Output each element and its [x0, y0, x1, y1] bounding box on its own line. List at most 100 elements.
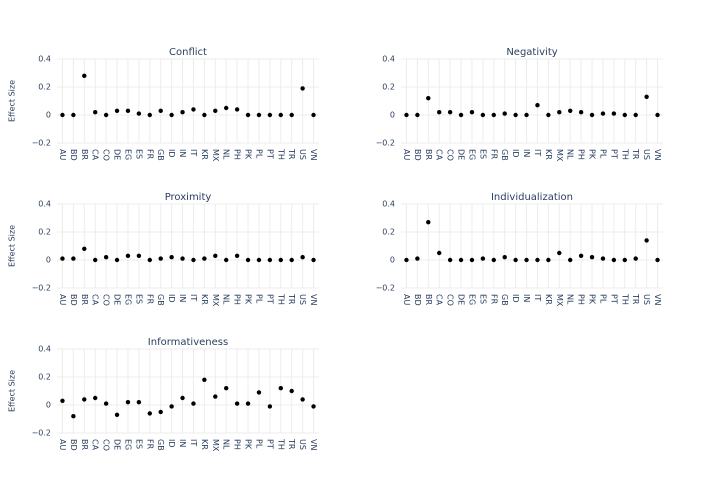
x-tick-label: KR [544, 149, 553, 160]
point [147, 112, 152, 118]
x-tick-label: IT [533, 149, 542, 156]
point [234, 401, 240, 406]
point [578, 110, 584, 115]
y-tick-label: 0.2 [38, 83, 51, 92]
x-tick-label: TR [631, 293, 640, 305]
x-tick-label: ES [478, 149, 487, 159]
x-tick-label: BR [424, 294, 433, 305]
point [447, 110, 453, 115]
point [234, 253, 240, 258]
point [147, 411, 152, 416]
x-tick-label: BR [424, 149, 433, 160]
x-tick-label: VN [309, 439, 318, 450]
point [289, 257, 294, 263]
x-tick-label: BD [69, 149, 78, 161]
point [202, 256, 207, 261]
point [557, 250, 562, 256]
point [469, 110, 475, 115]
point [191, 257, 196, 263]
x-tick-label: ID [511, 149, 520, 158]
x-tick-label: AU [402, 149, 411, 160]
point [535, 103, 540, 108]
y-tick-label: 0 [46, 256, 51, 265]
x-tick-label: CA [435, 294, 444, 306]
subplot-title: Informativeness [148, 337, 228, 348]
x-tick-label: PH [233, 149, 242, 160]
point [578, 253, 584, 258]
subplot-title: Individualization [491, 192, 573, 203]
x-tick-label: CA [91, 294, 100, 306]
point [60, 112, 65, 118]
point [169, 112, 174, 118]
point [93, 257, 98, 263]
y-tick-label: 0 [46, 111, 51, 120]
x-tick-label: PL [254, 294, 263, 304]
point [245, 112, 251, 118]
point [158, 409, 163, 415]
x-tick-label: PH [577, 149, 586, 160]
y-tick-label: 0 [390, 256, 395, 265]
point [245, 401, 251, 406]
x-tick-label: ES [134, 439, 143, 449]
x-tick-label: TH [620, 293, 629, 305]
subplot-title: Proximity [165, 192, 212, 203]
point [93, 110, 98, 115]
point [289, 388, 294, 394]
point [245, 257, 251, 263]
point [60, 256, 65, 261]
point [513, 257, 518, 263]
x-tick-label: KR [544, 294, 553, 305]
x-tick-label: VN [653, 149, 662, 160]
point [202, 377, 207, 382]
point [311, 257, 316, 263]
point [491, 257, 496, 263]
x-tick-label: PH [233, 439, 242, 450]
point [180, 110, 185, 115]
point [447, 257, 453, 263]
x-tick-label: KR [200, 294, 209, 305]
x-tick-label: GB [500, 149, 509, 161]
point [82, 246, 87, 251]
point [213, 108, 218, 114]
x-tick-label: PT [265, 294, 274, 304]
point [158, 256, 163, 261]
y-tick-label: 0 [390, 111, 395, 120]
point [114, 257, 120, 263]
point [469, 257, 475, 263]
point [491, 112, 496, 118]
x-tick-label: TR [287, 438, 296, 450]
y-tick-label: 0 [46, 401, 51, 410]
point [557, 110, 562, 115]
point [103, 401, 109, 406]
x-tick-label: IT [189, 439, 198, 446]
y-tick-label: −0.2 [376, 139, 395, 148]
x-tick-label: CO [446, 149, 455, 161]
x-tick-label: NL [222, 149, 231, 160]
x-tick-label: PK [588, 294, 597, 305]
point [267, 404, 273, 409]
x-tick-label: PL [254, 439, 263, 449]
point [256, 112, 262, 118]
x-tick-label: US [642, 294, 651, 305]
x-tick-label: EG [123, 439, 132, 450]
point [267, 112, 273, 118]
point [267, 257, 273, 263]
x-tick-label: PT [609, 294, 618, 304]
point [213, 394, 218, 399]
point [82, 397, 87, 402]
point [600, 256, 606, 261]
x-tick-label: NL [566, 149, 575, 160]
x-tick-label: FR [489, 294, 498, 305]
point [546, 257, 551, 263]
point [480, 256, 486, 261]
x-tick-label: MX [555, 149, 564, 162]
y-tick-label: 0.2 [382, 228, 395, 237]
x-tick-label: NL [222, 294, 231, 305]
point [234, 107, 240, 112]
x-tick-label: PT [265, 149, 274, 159]
x-tick-label: AU [58, 439, 67, 450]
x-tick-label: IT [533, 294, 542, 301]
x-tick-label: IT [189, 149, 198, 156]
point [535, 257, 540, 263]
point [125, 108, 131, 114]
